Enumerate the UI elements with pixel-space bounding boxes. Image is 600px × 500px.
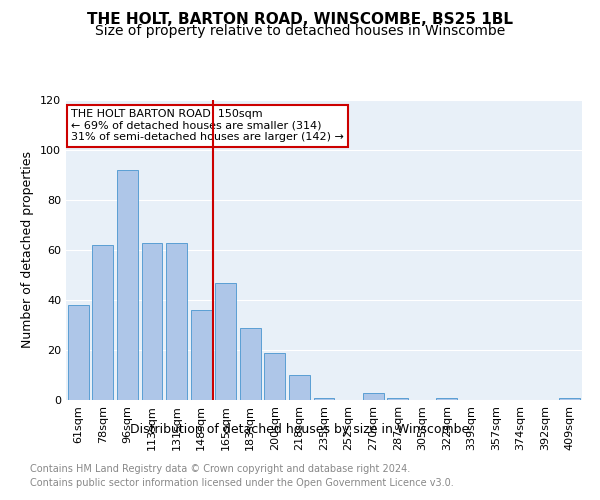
Text: Size of property relative to detached houses in Winscombe: Size of property relative to detached ho… <box>95 24 505 38</box>
Bar <box>387 398 408 400</box>
Text: Contains HM Land Registry data © Crown copyright and database right 2024.: Contains HM Land Registry data © Crown c… <box>30 464 410 474</box>
Bar <box>240 328 261 400</box>
Bar <box>559 398 580 400</box>
Bar <box>265 352 286 400</box>
Bar <box>436 398 457 400</box>
Text: Distribution of detached houses by size in Winscombe: Distribution of detached houses by size … <box>130 422 470 436</box>
Y-axis label: Number of detached properties: Number of detached properties <box>22 152 34 348</box>
Bar <box>289 375 310 400</box>
Bar <box>142 242 163 400</box>
Bar <box>191 310 212 400</box>
Bar <box>314 398 334 400</box>
Bar <box>215 282 236 400</box>
Text: THE HOLT, BARTON ROAD, WINSCOMBE, BS25 1BL: THE HOLT, BARTON ROAD, WINSCOMBE, BS25 1… <box>87 12 513 28</box>
Bar <box>117 170 138 400</box>
Text: THE HOLT BARTON ROAD: 150sqm
← 69% of detached houses are smaller (314)
31% of s: THE HOLT BARTON ROAD: 150sqm ← 69% of de… <box>71 109 344 142</box>
Bar <box>68 305 89 400</box>
Bar <box>92 245 113 400</box>
Text: Contains public sector information licensed under the Open Government Licence v3: Contains public sector information licen… <box>30 478 454 488</box>
Bar <box>166 242 187 400</box>
Bar <box>362 392 383 400</box>
